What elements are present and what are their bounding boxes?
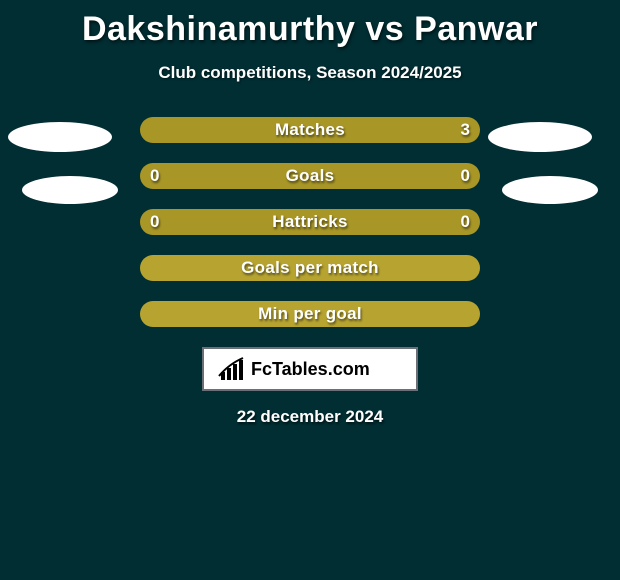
stat-value-right: 3	[461, 117, 470, 143]
stat-row-hattricks: Hattricks 0 0	[0, 209, 620, 237]
stat-bar: Hattricks	[140, 209, 480, 235]
stat-row-goals: Goals 0 0	[0, 163, 620, 191]
stat-label: Goals per match	[241, 258, 379, 278]
stat-label: Hattricks	[272, 212, 347, 232]
stat-bar: Goals	[140, 163, 480, 189]
stat-value-right: 0	[461, 209, 470, 235]
stat-row-mpg: Min per goal	[0, 301, 620, 329]
stat-label: Matches	[275, 120, 345, 140]
logo-box: FcTables.com	[202, 347, 418, 391]
stat-bar: Min per goal	[140, 301, 480, 327]
logo-text: FcTables.com	[251, 359, 370, 379]
stat-label: Min per goal	[258, 304, 362, 324]
stat-bar: Goals per match	[140, 255, 480, 281]
stat-value-right: 0	[461, 163, 470, 189]
page-subtitle: Club competitions, Season 2024/2025	[0, 63, 620, 83]
stat-row-matches: Matches 3	[0, 117, 620, 145]
stat-label: Goals	[286, 166, 335, 186]
date-text: 22 december 2024	[0, 407, 620, 427]
stat-row-gpm: Goals per match	[0, 255, 620, 283]
stat-value-left: 0	[150, 163, 159, 189]
stat-value-left: 0	[150, 209, 159, 235]
stat-bar: Matches	[140, 117, 480, 143]
page-title: Dakshinamurthy vs Panwar	[0, 0, 620, 49]
fctables-logo-icon: FcTables.com	[215, 354, 405, 384]
